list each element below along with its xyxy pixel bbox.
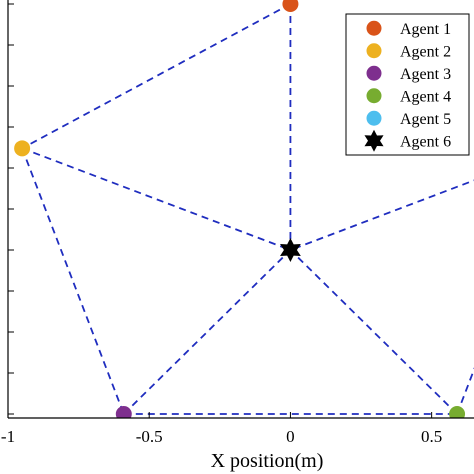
legend-label-agent-4: Agent 4 (400, 88, 451, 105)
legend-label-agent-1: Agent 1 (400, 21, 451, 38)
axes-layer: -1 -0.5 0 0.5 (1, 0, 474, 446)
edge-agent-4-agent-5 (456, 367, 474, 415)
edge-agent-5-agent-6 (290, 179, 474, 251)
edge-agent-1-agent-2 (21, 3, 291, 150)
legend-marker-agent-2 (366, 43, 382, 59)
edge-agent-4-agent-6 (289, 249, 458, 415)
edge-agent-3-agent-6 (123, 249, 292, 415)
legend: Agent 1 Agent 2 Agent 3 Agent 4 Agent 5 Agent… (345, 13, 470, 156)
edge-agent-2-agent-3 (21, 147, 125, 415)
legend-label-agent-5: Agent 5 (400, 111, 451, 128)
legend-label-agent-6: Agent 6 (400, 133, 451, 150)
legend-marker-agent-1 (366, 20, 382, 36)
x-tick-label: 0 (286, 427, 295, 446)
legend-marker-agent-6 (364, 129, 384, 152)
marker-agent-2 (14, 140, 31, 157)
markers-layer (14, 0, 466, 418)
legend-label-agent-3: Agent 3 (400, 66, 451, 83)
legend-marker-agent-3 (366, 65, 382, 81)
x-axis-label: X position(m) (211, 450, 324, 472)
marker-agent-4 (449, 406, 466, 418)
x-tick-label: -0.5 (136, 427, 163, 446)
x-tick-label: -1 (1, 427, 15, 446)
marker-agent-3 (115, 406, 132, 418)
edges-layer (21, 3, 474, 415)
marker-agent-1 (282, 0, 299, 12)
legend-marker-agent-5 (366, 110, 382, 126)
edge-agent-2-agent-6 (21, 147, 291, 251)
legend-label-agent-2: Agent 2 (400, 43, 451, 60)
legend-box (345, 13, 470, 156)
x-tick-label: 0.5 (421, 427, 442, 446)
marker-agent-6 (280, 238, 301, 262)
legend-marker-agent-4 (366, 88, 382, 104)
